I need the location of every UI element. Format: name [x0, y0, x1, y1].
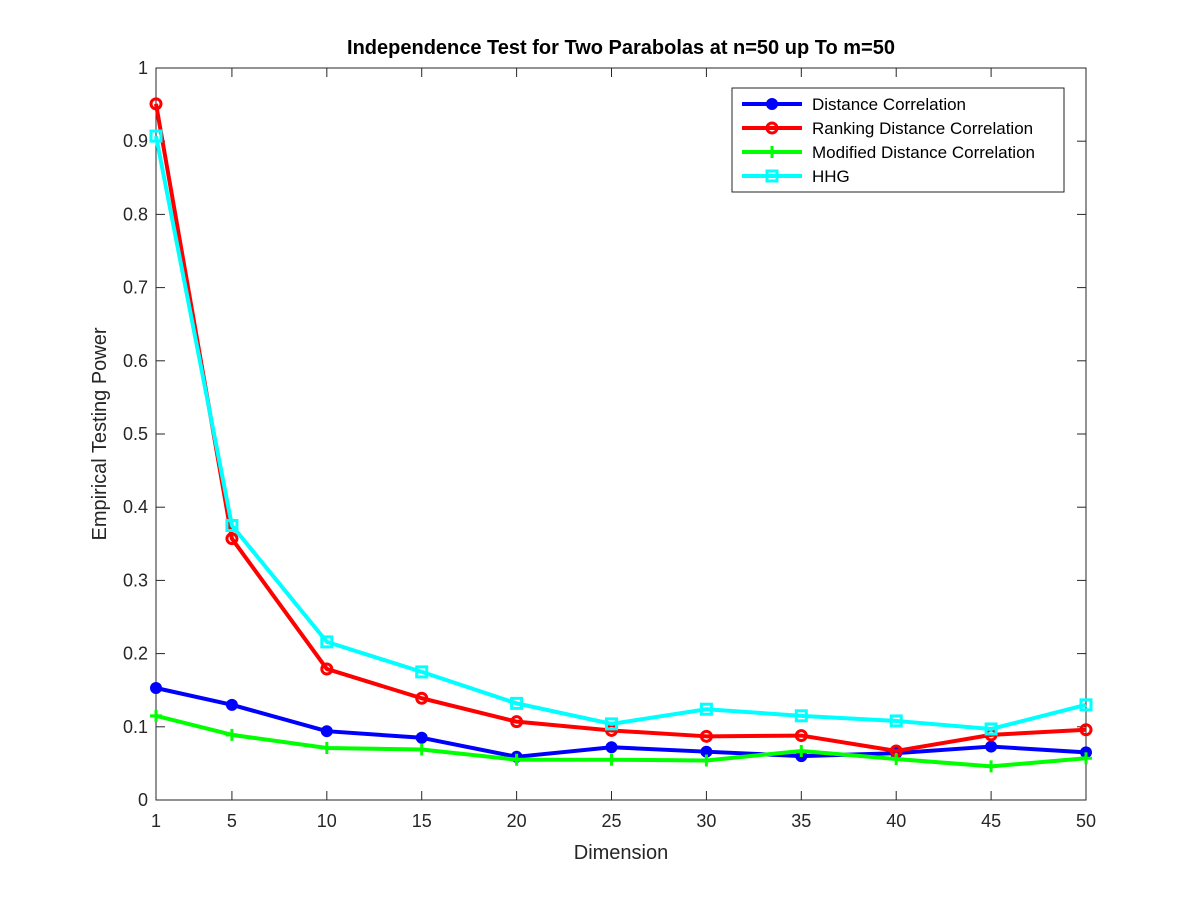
y-tick-label: 0.4	[123, 497, 148, 517]
chart-title: Independence Test for Two Parabolas at n…	[347, 37, 895, 59]
data-point	[415, 691, 429, 705]
x-tick-label: 50	[1076, 811, 1096, 831]
y-tick-label: 0.5	[123, 424, 148, 444]
legend-entry: Distance Correlation	[742, 95, 966, 114]
legend-entry: Ranking Distance Correlation	[742, 119, 1033, 138]
legend: Distance Correlation Ranking Distance Cor…	[731, 87, 1065, 193]
data-point	[605, 741, 618, 754]
series-1	[149, 97, 1093, 758]
data-point	[320, 662, 334, 676]
data-point	[699, 729, 713, 743]
data-point	[794, 729, 808, 743]
x-tick-label: 1	[151, 811, 161, 831]
data-point	[320, 635, 334, 649]
data-point	[1079, 698, 1093, 712]
axis-ticks: 1 5 10 15 20 25 30 35 40 45 5000.10.20.30.40.50.60…	[123, 58, 1096, 831]
legend-marker	[766, 98, 778, 110]
data-point	[320, 725, 333, 738]
legend-marker	[765, 169, 779, 183]
y-tick-label: 0	[138, 790, 148, 810]
data-point	[225, 728, 238, 741]
data-point	[415, 665, 429, 679]
data-point	[415, 743, 428, 756]
x-tick-label: 25	[601, 811, 621, 831]
legend-entry: Modified Distance Correlation	[742, 143, 1035, 162]
data-point	[889, 714, 903, 728]
data-point	[225, 532, 239, 546]
series-2	[150, 709, 1092, 773]
data-point	[984, 722, 998, 736]
data-point	[150, 682, 162, 695]
x-tick-label: 35	[791, 811, 811, 831]
legend-label: HHG	[812, 167, 850, 186]
series-layer	[149, 97, 1093, 773]
data-point	[1080, 752, 1092, 765]
legend-label: Modified Distance Correlation	[812, 143, 1035, 162]
x-axis-label: Dimension	[574, 842, 668, 864]
x-tick-label: 40	[886, 811, 906, 831]
data-point	[700, 754, 713, 767]
data-point	[415, 731, 428, 744]
legend-entry: HHG	[742, 167, 850, 186]
y-tick-label: 0.7	[123, 278, 148, 298]
series-3	[149, 129, 1093, 736]
data-point	[794, 709, 808, 723]
y-tick-label: 0.3	[123, 570, 148, 590]
x-tick-label: 20	[507, 811, 527, 831]
data-point	[510, 696, 524, 710]
series-line	[154, 135, 1087, 731]
y-tick-label: 0.2	[123, 644, 148, 664]
data-point	[149, 129, 163, 143]
data-point	[510, 753, 523, 766]
x-tick-label: 5	[227, 811, 237, 831]
legend-label: Distance Correlation	[812, 95, 966, 114]
x-tick-label: 15	[412, 811, 432, 831]
data-point	[605, 753, 618, 766]
data-point	[985, 760, 998, 773]
data-point	[510, 715, 524, 729]
series-line	[154, 103, 1087, 753]
data-point	[985, 740, 998, 753]
y-tick-label: 0.1	[123, 717, 148, 737]
x-tick-label: 45	[981, 811, 1001, 831]
data-point	[150, 709, 162, 722]
data-point	[605, 717, 619, 731]
data-point	[795, 744, 808, 757]
legend-label: Ranking Distance Correlation	[812, 119, 1033, 138]
data-point	[225, 698, 238, 711]
y-tick-label: 0.9	[123, 131, 148, 151]
data-point	[320, 742, 333, 755]
data-point	[149, 97, 163, 111]
legend-marker	[765, 121, 779, 135]
x-tick-label: 10	[317, 811, 337, 831]
data-point	[890, 753, 903, 766]
legend-marker	[766, 146, 778, 158]
y-axis-label: Empirical Testing Power	[89, 327, 111, 540]
data-point	[699, 702, 713, 716]
x-tick-label: 30	[696, 811, 716, 831]
y-tick-label: 1	[138, 58, 148, 78]
y-tick-label: 0.8	[123, 204, 148, 224]
y-tick-label: 0.6	[123, 351, 148, 371]
data-point	[225, 519, 239, 532]
data-point	[1079, 723, 1093, 737]
